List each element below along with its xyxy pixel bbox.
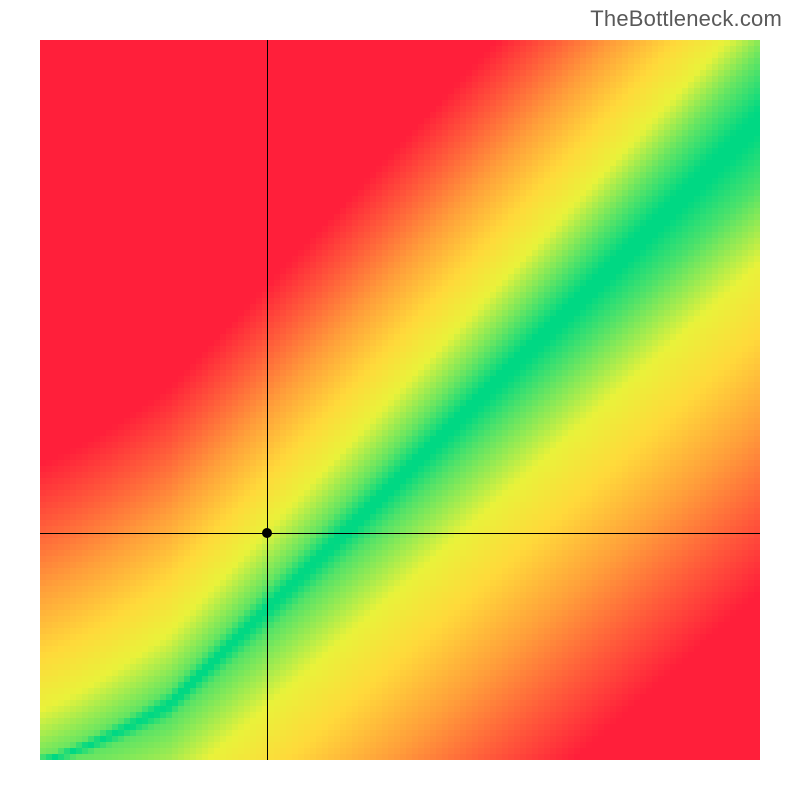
watermark-text: TheBottleneck.com <box>590 6 782 32</box>
heatmap-canvas <box>40 40 760 760</box>
heatmap-plot <box>40 40 760 760</box>
